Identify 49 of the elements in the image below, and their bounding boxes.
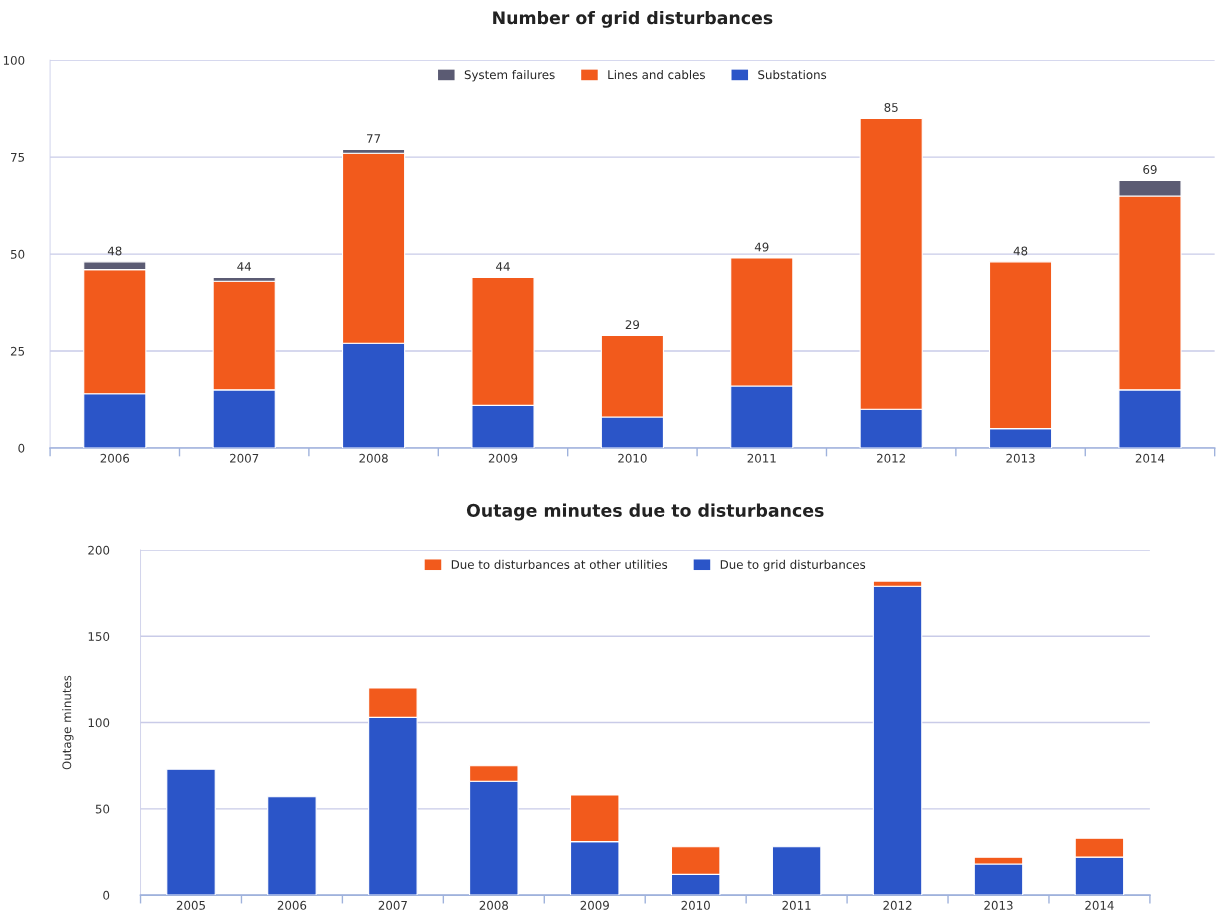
total-label: 49: [754, 242, 769, 252]
bar: [166, 768, 216, 896]
total-label: 44: [496, 262, 510, 271]
x-tick-label: 2013: [1006, 453, 1035, 463]
x-tick-label: 2012: [877, 453, 906, 463]
x-tick-label: 2008: [359, 453, 388, 463]
x-tick-label: 2011: [782, 900, 811, 910]
x-tick-label: 2009: [580, 900, 609, 910]
x-tick-label: 2011: [747, 453, 776, 463]
y-tick-label: 50: [95, 804, 110, 814]
legend-label: Due to grid disturbances: [720, 559, 866, 572]
x-tick-label: 2007: [378, 900, 407, 910]
bar: [267, 796, 317, 896]
x-tick-label: 2010: [681, 900, 710, 910]
total-label: 69: [1143, 165, 1157, 174]
y-tick-label: 100: [88, 718, 110, 728]
y-tick-label: 0: [103, 890, 110, 900]
y-tick-label: 75: [11, 153, 25, 162]
total-label: 29: [625, 320, 640, 330]
y-tick-label: 100: [3, 55, 25, 65]
legend-label: System failures: [464, 69, 555, 82]
x-tick-label: 2014: [1085, 900, 1114, 910]
y-tick-label: 200: [88, 545, 110, 555]
x-tick-label: 2005: [176, 900, 205, 910]
x-tick-label: 2012: [883, 900, 912, 910]
x-tick-label: 2006: [100, 453, 130, 463]
total-label: 44: [237, 262, 252, 271]
legend-label: Due to disturbances at other utilities: [451, 559, 668, 569]
chart-title: Outage minutes due to disturbances: [466, 503, 824, 521]
chart-title: Number of grid disturbances: [493, 10, 773, 28]
x-tick-label: 2009: [488, 453, 518, 463]
total-label: 48: [1013, 246, 1028, 256]
x-tick-label: 2006: [277, 900, 307, 910]
x-tick-label: 2013: [984, 900, 1013, 910]
legend-label: Lines and cables: [608, 69, 705, 80]
x-tick-label: 2014: [1135, 453, 1165, 463]
y-tick-label: 50: [10, 249, 25, 259]
y-axis-title: Outage minutes: [62, 675, 74, 770]
total-label: 48: [107, 246, 122, 256]
x-tick-label: 2007: [230, 453, 259, 463]
legend-label: Substations: [758, 69, 827, 80]
y-tick-label: 150: [88, 632, 110, 641]
y-tick-label: 25: [10, 346, 25, 356]
x-tick-label: 2010: [618, 453, 647, 463]
total-label: 85: [884, 102, 898, 112]
total-label: 77: [367, 134, 381, 143]
y-tick-label: 0: [18, 443, 25, 453]
x-tick-label: 2008: [479, 900, 509, 910]
bar: [771, 846, 822, 896]
